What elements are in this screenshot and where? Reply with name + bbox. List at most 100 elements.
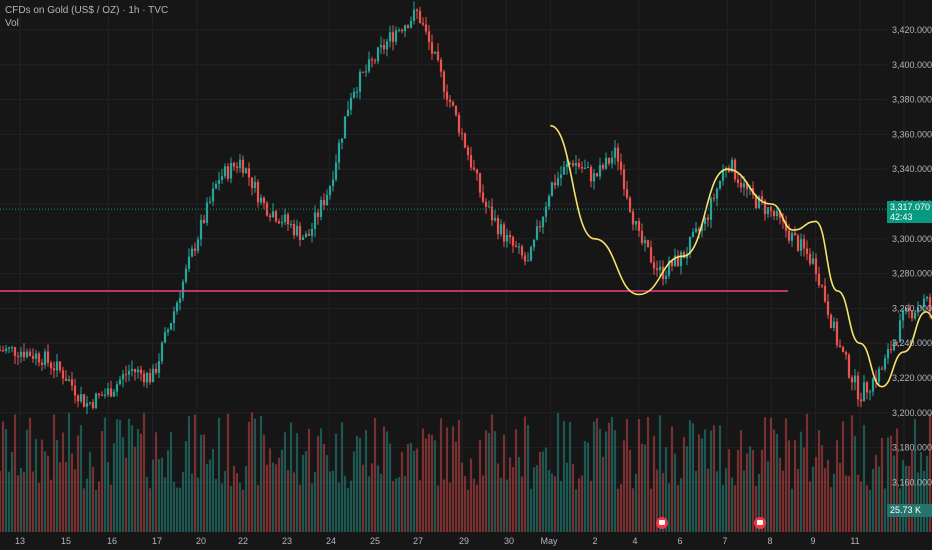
volume-bar	[304, 451, 308, 532]
candle	[520, 244, 524, 260]
candle	[598, 157, 602, 180]
volume-bar	[70, 453, 74, 532]
candle	[445, 84, 449, 107]
time-tick-label: 24	[326, 536, 336, 546]
candle	[655, 260, 659, 277]
time-tick-label: 25	[370, 536, 380, 546]
candle	[457, 112, 461, 137]
candle	[118, 375, 122, 386]
volume-bar	[121, 437, 125, 532]
volume-bar	[286, 470, 290, 532]
candle	[55, 353, 59, 377]
time-axis[interactable]: 13 15 16 17 20 22 23 24 25 27 29 30 May 2 4 6 7 8 9 11	[15, 536, 860, 546]
candle	[535, 219, 539, 241]
volume-bar	[907, 465, 911, 532]
volume-bar	[778, 457, 782, 532]
volume-bar	[652, 435, 656, 532]
volume-bar	[307, 428, 311, 532]
volume-bar	[271, 462, 275, 532]
volume-bar	[13, 414, 17, 532]
volume-bar	[655, 469, 659, 532]
candle	[115, 380, 119, 397]
time-tick-label: 4	[632, 536, 637, 546]
candle	[886, 343, 890, 364]
candle	[481, 184, 485, 204]
volume-bar	[358, 438, 362, 532]
volume-bar	[343, 475, 347, 532]
candle	[496, 215, 500, 240]
volume-bar	[58, 462, 62, 532]
volume-bar	[205, 463, 209, 532]
time-tick-label: 11	[850, 536, 859, 546]
candle	[334, 154, 338, 182]
volume-bar	[619, 484, 623, 532]
volume-bar	[571, 464, 575, 532]
volume-bar	[466, 489, 470, 532]
volume-bar	[418, 480, 422, 532]
volume-bar	[523, 416, 527, 532]
volume-label[interactable]: Vol	[5, 18, 19, 29]
candle	[298, 221, 302, 247]
candle	[916, 301, 920, 317]
candle	[862, 374, 866, 402]
event-marker-icon[interactable]	[656, 517, 668, 529]
candle	[193, 242, 197, 256]
candle	[349, 92, 353, 115]
candle	[568, 161, 572, 165]
volume-bar	[379, 473, 383, 532]
candle	[427, 24, 431, 51]
candle	[670, 260, 674, 272]
candle	[907, 303, 911, 319]
candle	[451, 100, 455, 107]
candle	[376, 47, 380, 65]
volume-bar	[883, 488, 887, 532]
candle	[709, 196, 713, 228]
volume-bar	[43, 451, 47, 532]
volume-bar	[361, 464, 365, 532]
candle	[613, 139, 617, 165]
candle	[7, 346, 11, 353]
price-axis[interactable]: 3,160.000 3,180.000 3,200.000 3,220.000 3,24…	[892, 25, 932, 487]
volume-bar	[847, 476, 851, 532]
volume-bar	[616, 488, 620, 532]
candle	[913, 310, 917, 321]
candle	[853, 369, 857, 391]
volume-bar	[709, 430, 713, 532]
volume-bar	[229, 485, 233, 532]
volume-bar	[433, 440, 437, 532]
candle	[367, 51, 371, 74]
bar-countdown: 42:43	[890, 212, 913, 222]
event-marker-icon[interactable]	[754, 517, 766, 529]
volume-bar	[892, 455, 896, 532]
volume-bar	[568, 421, 572, 532]
volume-bar	[730, 477, 734, 532]
volume-bar	[721, 484, 725, 532]
time-tick-label: 27	[413, 536, 423, 546]
candle	[202, 214, 206, 224]
volume-bar	[583, 440, 587, 532]
volume-bar	[448, 482, 452, 532]
candle	[775, 205, 779, 221]
volume-bar	[886, 437, 890, 532]
candle	[136, 366, 140, 379]
time-tick-label: 22	[238, 536, 248, 546]
candle	[850, 375, 854, 391]
volume-bar	[832, 473, 836, 532]
candle	[241, 155, 245, 178]
candle	[25, 348, 29, 359]
volume-bar	[259, 415, 263, 532]
candle	[256, 179, 260, 208]
price-tick-label: 3,240.000	[892, 338, 932, 348]
volume-bar	[670, 426, 674, 532]
volume-bar	[175, 487, 179, 532]
candle	[331, 171, 335, 192]
forecast-path[interactable]	[550, 124, 932, 388]
candle	[475, 168, 479, 181]
candle	[355, 86, 359, 98]
volume-bar	[127, 418, 131, 532]
candle	[154, 363, 158, 375]
symbol-title[interactable]: CFDs on Gold (US$ / OZ) · 1h · TVC	[5, 5, 169, 16]
volume-bar	[385, 431, 389, 532]
volume-bar	[478, 439, 482, 532]
